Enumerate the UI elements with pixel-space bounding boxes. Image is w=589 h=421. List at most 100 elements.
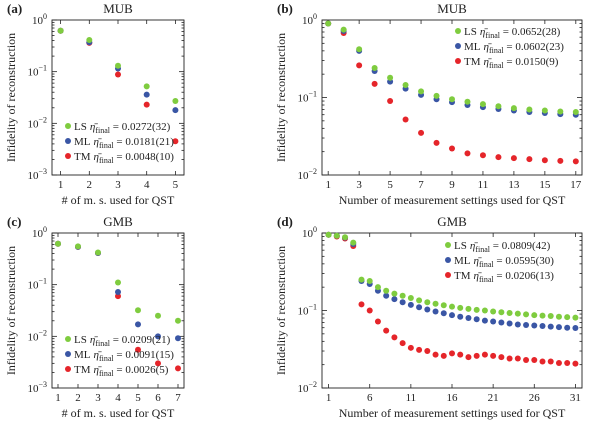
data-point-tm (391, 334, 398, 341)
legend-subscript: final (95, 339, 110, 348)
data-point-ls (407, 294, 414, 301)
x-tick-label: 5 (387, 179, 393, 191)
data-point-ml (440, 310, 447, 317)
legend-entry-ml: ML η̄final = 0.0181(21) (74, 136, 174, 150)
data-point-tm (523, 356, 530, 363)
data-point-ls (432, 300, 439, 307)
chart-title: GMB (437, 214, 467, 229)
legend-series-name: LS (74, 334, 87, 346)
legend-marker-ml (65, 351, 71, 357)
data-point-tm (498, 354, 505, 361)
x-tick-label: 2 (87, 179, 93, 191)
data-point-tm (514, 355, 521, 362)
data-point-tm (356, 62, 363, 69)
data-point-ml (506, 320, 513, 327)
y-tick-label-exponent: −2 (308, 167, 317, 176)
legend-final-value: 0.0091(15) (125, 349, 174, 361)
data-point-ls (325, 231, 332, 238)
data-point-ls (526, 106, 533, 113)
data-point-tm (155, 360, 161, 367)
panel-label: (d) (277, 214, 293, 229)
data-point-ls (541, 107, 548, 114)
data-point-tm (481, 351, 488, 358)
x-tick-label: 7 (175, 392, 181, 404)
data-point-ls (514, 310, 521, 317)
data-point-tm (172, 138, 179, 145)
legend-series-name: LS (464, 26, 477, 38)
panel-label: (c) (7, 214, 21, 229)
y-tick-label: 10−1 (27, 64, 47, 79)
legend-entry-ls: LS η̄final = 0.0209(21) (74, 334, 171, 348)
data-point-tm (358, 301, 365, 308)
x-tick-label: 5 (135, 392, 141, 404)
x-tick-label: 5 (173, 179, 179, 191)
data-point-tm (465, 354, 472, 361)
x-tick-label: 15 (539, 179, 551, 191)
data-point-tm (473, 352, 480, 359)
data-point-ml (424, 306, 431, 313)
legend-subscript: final (95, 126, 110, 135)
legend-entry-ml: ML η̄final = 0.0602(23) (464, 41, 564, 55)
x-tick-label: 3 (115, 179, 121, 191)
data-point-ls (572, 108, 579, 115)
y-tick-label: 100 (302, 225, 317, 240)
data-point-ml (572, 324, 579, 331)
y-tick-label-exponent: 0 (43, 12, 47, 21)
legend-entry-ml: ML η̄final = 0.0595(30) (454, 255, 554, 269)
legend-equals: = (110, 121, 122, 133)
panel-label: (b) (277, 1, 293, 16)
legend-subscript: final (99, 369, 114, 378)
legend-entry-ls: LS η̄final = 0.0809(42) (454, 240, 551, 254)
data-point-ls (358, 276, 365, 283)
data-point-tm (449, 350, 455, 357)
y-tick-label: 10−3 (27, 380, 47, 395)
legend-final-value: 0.0595(30) (505, 255, 554, 267)
data-point-tm (541, 157, 548, 164)
legend-eta-symbol: η̄ (474, 270, 482, 282)
data-point-tm (564, 360, 571, 367)
y-tick-label-exponent: −3 (38, 167, 47, 176)
data-point-ls (531, 312, 538, 319)
x-tick-label: 1 (55, 392, 61, 404)
legend-equals: = (114, 151, 126, 163)
x-tick-label: 4 (115, 392, 121, 404)
legend-eta-symbol: η̄ (94, 349, 102, 361)
data-point-ls (481, 307, 488, 314)
data-point-ls (86, 37, 93, 44)
data-point-ls (557, 108, 564, 115)
x-tick-label: 9 (449, 179, 455, 191)
legend-final-value: 0.0602(23) (515, 41, 564, 53)
legend-equals: = (114, 349, 126, 361)
x-tick-label: 13 (508, 179, 520, 191)
y-tick-label-exponent: 0 (313, 12, 317, 21)
y-tick-label-exponent: 0 (43, 225, 47, 234)
legend-subscript: final (489, 46, 504, 55)
data-point-tm (464, 150, 471, 157)
data-point-tm (555, 360, 562, 367)
legend-final-value: 0.0048(10) (125, 151, 174, 163)
data-point-tm (440, 352, 447, 359)
data-point-ls (457, 304, 464, 311)
x-axis-label: Number of measurement settings used for … (339, 193, 566, 207)
y-axis-label: Infidelity of reconstruction (4, 246, 18, 375)
legend-eta-symbol: η̄ (470, 240, 478, 252)
y-tick-label: 10−2 (27, 328, 47, 343)
y-tick-label-exponent: −1 (308, 90, 317, 99)
chart-title: MUB (437, 1, 467, 16)
y-tick-label: 10−3 (27, 167, 47, 182)
legend-marker-ml (65, 138, 71, 144)
data-point-ls (55, 240, 61, 247)
data-point-tm (457, 351, 464, 358)
data-point-ls (333, 232, 340, 239)
chart-panel-0: (a) MUB # of m. s. used for QST Infidelity … (4, 1, 185, 207)
y-tick-label-exponent: −2 (38, 328, 47, 337)
x-tick-label: 2 (75, 392, 81, 404)
data-point-ml (457, 313, 464, 320)
legend-eta-symbol: η̄ (94, 151, 102, 163)
data-point-ls (572, 314, 579, 321)
data-point-ls (433, 92, 440, 99)
data-point-tm (399, 340, 406, 347)
data-point-ml (155, 333, 161, 340)
data-point-ls (75, 243, 81, 250)
data-point-ls (449, 303, 455, 310)
